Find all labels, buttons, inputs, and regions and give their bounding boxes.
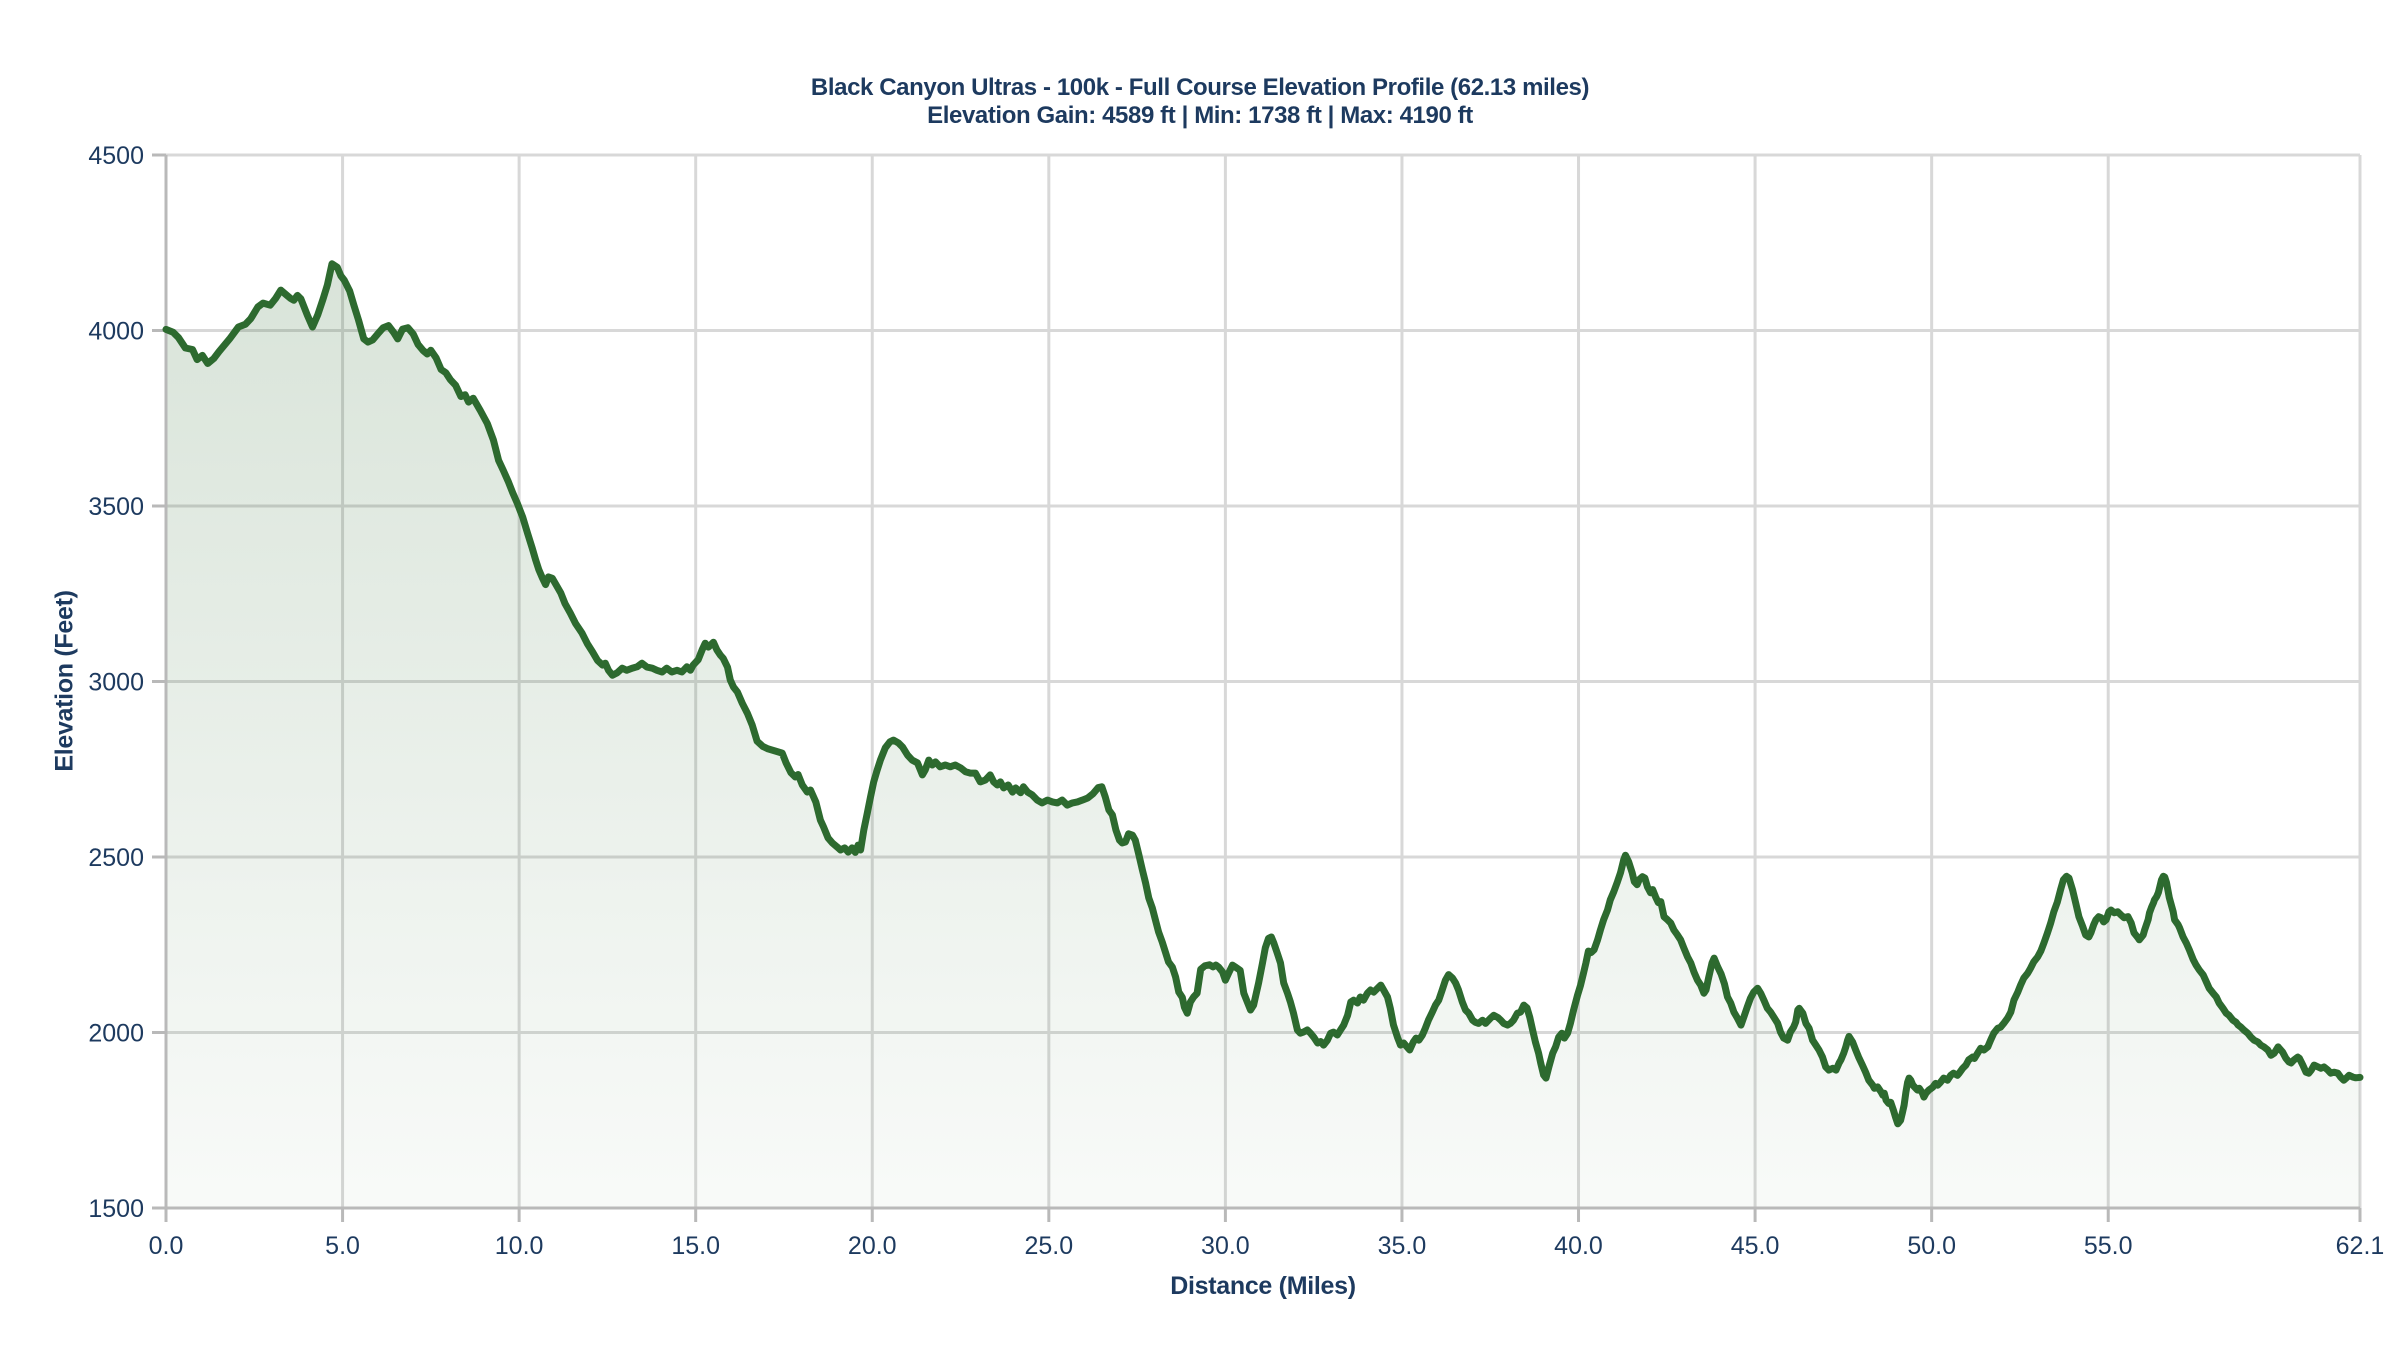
x-tick-label: 45.0 [1731,1232,1780,1260]
y-tick-label: 1500 [88,1195,144,1223]
x-tick-label: 40.0 [1554,1232,1603,1260]
x-tick-label: 62.1 [2336,1232,2385,1260]
y-tick-label: 4500 [88,142,144,170]
elevation-line [162,260,2364,1128]
x-tick-label: 25.0 [1024,1232,1073,1260]
y-tick-label: 2500 [88,844,144,872]
elevation-area [166,263,2360,1208]
x-tick-label: 30.0 [1201,1232,1250,1260]
y-tick-label: 2000 [88,1020,144,1048]
x-tick-label: 20.0 [848,1232,897,1260]
x-tick-label: 55.0 [2084,1232,2133,1260]
y-tick-label: 3500 [88,493,144,521]
x-tick-label: 0.0 [149,1232,184,1260]
x-tick-label: 50.0 [1907,1232,1956,1260]
y-tick-label: 4000 [88,318,144,346]
chart-title: Black Canyon Ultras - 100k - Full Course… [810,74,1590,101]
x-tick-label: 5.0 [325,1232,360,1260]
x-tick-label: 35.0 [1378,1232,1427,1260]
chart-subtitle: Elevation Gain: 4589 ft | Min: 1738 ft |… [927,102,1473,129]
x-tick-label: 15.0 [671,1232,720,1260]
y-tick-label: 3000 [88,669,144,697]
x-tick-label: 10.0 [495,1232,544,1260]
x-axis-title: Distance (Miles) [1170,1272,1356,1300]
